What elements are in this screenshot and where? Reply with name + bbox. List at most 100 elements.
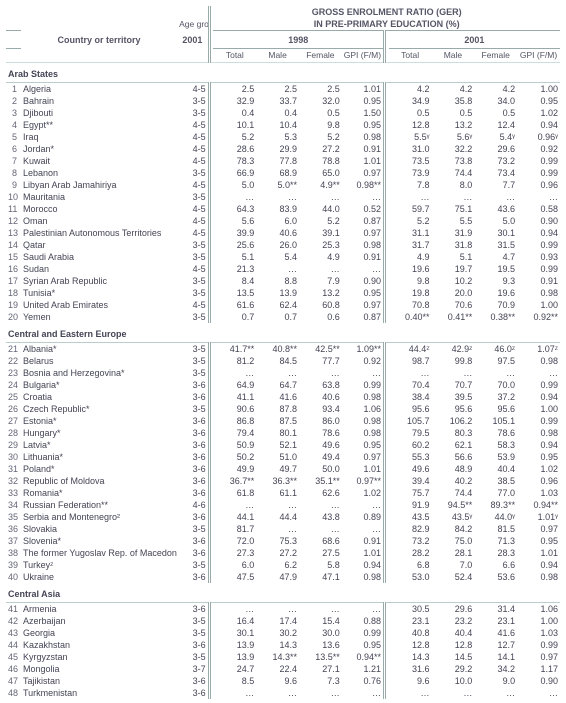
age-group: 4-5 [177, 143, 209, 155]
value: 1.01 [342, 463, 385, 475]
age-group-label: Age group [177, 18, 209, 31]
table-row: 24Bulgaria*3-664.964.763.80.9970.470.770… [6, 379, 560, 391]
country-name: Egypt** [21, 119, 177, 131]
value: … [299, 603, 342, 616]
value: 72.0 [213, 535, 256, 547]
value: 6.6 [474, 559, 517, 571]
value: 63.8 [299, 379, 342, 391]
value: 0.99 [517, 639, 560, 651]
value: 10.4 [256, 119, 299, 131]
value: 0.98 [342, 571, 385, 583]
age-group: 3-6 [177, 571, 209, 583]
age-group: 4-5 [177, 215, 209, 227]
row-index: 5 [6, 131, 21, 143]
value: 0.58 [517, 203, 560, 215]
value: 32.0 [299, 95, 342, 107]
value: 0.97 [342, 299, 385, 311]
value: 5.4ᵞ [474, 131, 517, 143]
value: 0.98 [517, 427, 560, 439]
age-group: 3-6 [177, 675, 209, 687]
row-index: 15 [6, 251, 21, 263]
row-index: 32 [6, 475, 21, 487]
value: 26.0 [256, 239, 299, 251]
col-total-1: Total [213, 49, 256, 63]
value: 13.2 [432, 119, 475, 131]
value: … [299, 499, 342, 511]
table-row: 16Sudan4-521.3………19.619.719.50.99 [6, 263, 560, 275]
value: 0.94 [517, 119, 560, 131]
value: … [256, 687, 299, 699]
value: 42.9ᶻ [432, 343, 475, 356]
value: 98.7 [389, 355, 432, 367]
value: 91.9 [389, 499, 432, 511]
value: 31.8 [432, 239, 475, 251]
value: … [256, 523, 299, 535]
value: 83.9 [256, 203, 299, 215]
value: 0.92 [517, 143, 560, 155]
value: 1.21 [342, 663, 385, 675]
value: … [342, 523, 385, 535]
value: 14.5 [432, 651, 475, 663]
value: 15.4 [299, 615, 342, 627]
value: 0.89 [342, 511, 385, 523]
country-name: Ukraine [21, 571, 177, 583]
country-name: Slovakia [21, 523, 177, 535]
value: 5.2 [299, 131, 342, 143]
age-group: 4-6 [177, 499, 209, 511]
value: 1.00 [517, 83, 560, 96]
value: 13.5 [213, 287, 256, 299]
country-name: Morocco [21, 203, 177, 215]
value: 4.7 [474, 251, 517, 263]
value: 41.6 [474, 627, 517, 639]
age-group: 3-6 [177, 687, 209, 699]
region-header: Central and Eastern Europe [6, 323, 560, 343]
row-index: 38 [6, 547, 21, 559]
value: 95.6 [474, 403, 517, 415]
value: 50.0 [299, 463, 342, 475]
table-row: 42Azerbaijan3-516.417.415.40.8823.123.22… [6, 615, 560, 627]
country-name: Libyan Arab Jamahiriya [21, 179, 177, 191]
value: 28.6 [213, 143, 256, 155]
table-row: 31Poland*3-649.949.750.01.0149.648.940.4… [6, 463, 560, 475]
row-index: 27 [6, 415, 21, 427]
row-index: 4 [6, 119, 21, 131]
value: 62.6 [299, 487, 342, 499]
value: 13.9 [213, 651, 256, 663]
value: 43.8 [299, 511, 342, 523]
table-row: 41Armenia3-6…………30.529.631.41.06 [6, 603, 560, 616]
value: … [256, 263, 299, 275]
row-index: 44 [6, 639, 21, 651]
value: 0.97 [517, 523, 560, 535]
country-name: The former Yugoslav Rep. of Macedonia* [21, 547, 177, 559]
value: 77.0 [474, 487, 517, 499]
value: 68.6 [299, 535, 342, 547]
age-group: 4-5 [177, 299, 209, 311]
value: 13.9 [213, 639, 256, 651]
value: 1.02 [517, 107, 560, 119]
value: 89.3** [474, 499, 517, 511]
value: 8.0 [432, 179, 475, 191]
age-group: 3-5 [177, 615, 209, 627]
country-name: Jordan* [21, 143, 177, 155]
value: 29.9 [256, 143, 299, 155]
row-index: 39 [6, 559, 21, 571]
value: 0.99 [517, 263, 560, 275]
value: 0.99 [517, 155, 560, 167]
row-index: 30 [6, 451, 21, 463]
value: 0.99 [517, 379, 560, 391]
value: 12.7 [474, 639, 517, 651]
value: 94.5** [432, 499, 475, 511]
value: 9.8 [299, 119, 342, 131]
value: 40.2 [432, 475, 475, 487]
value: 87.8 [256, 403, 299, 415]
value: 43.6 [474, 203, 517, 215]
value: 39.1 [299, 227, 342, 239]
value: … [432, 367, 475, 379]
value: 79.5 [389, 427, 432, 439]
value: 70.4 [389, 379, 432, 391]
table-row: 1Algeria4-52.52.52.51.014.24.24.21.00 [6, 83, 560, 96]
value: 51.0 [256, 451, 299, 463]
value: 34.0 [474, 95, 517, 107]
value: 0.90 [517, 675, 560, 687]
value: 7.7 [474, 179, 517, 191]
